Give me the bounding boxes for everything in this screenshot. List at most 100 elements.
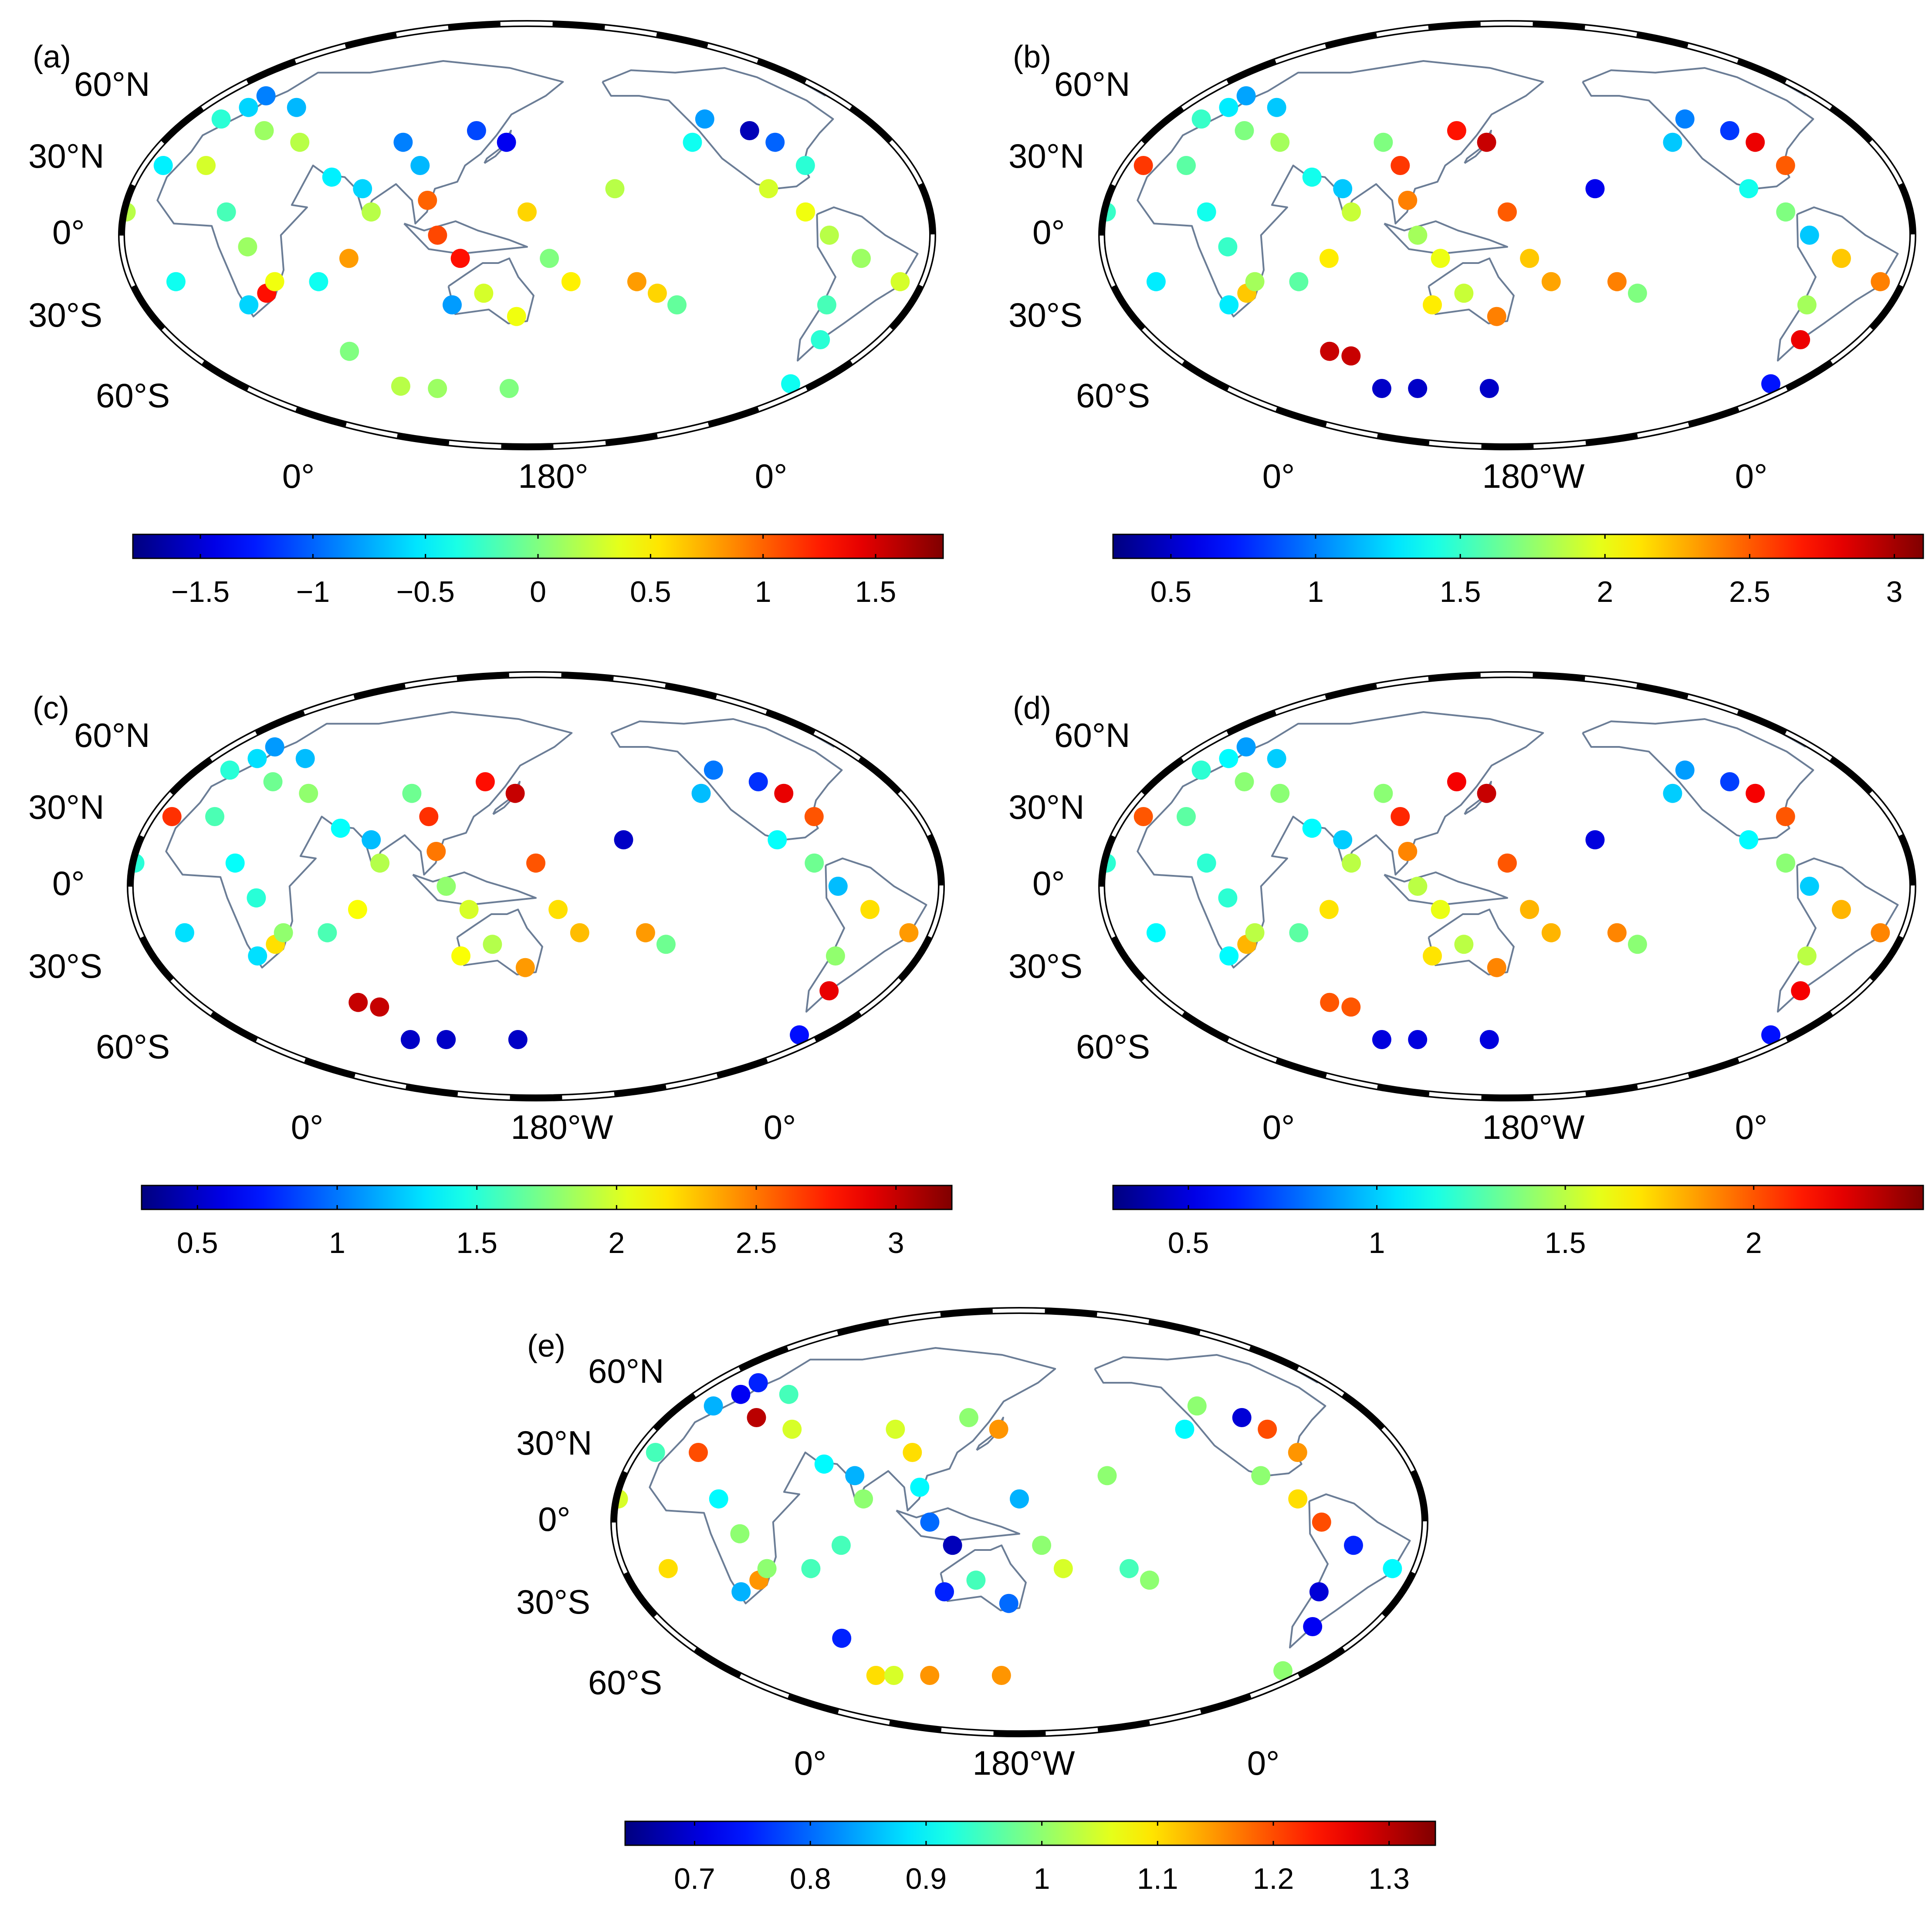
station-marker — [826, 946, 845, 966]
station-marker — [247, 749, 267, 768]
station-marker — [1219, 295, 1239, 314]
station-marker — [1739, 830, 1759, 850]
station-marker — [709, 1489, 728, 1509]
station-marker — [920, 1666, 940, 1685]
station-marker — [331, 818, 350, 838]
station-marker — [175, 923, 194, 942]
station-marker — [1218, 237, 1238, 257]
station-marker — [247, 888, 266, 908]
station-marker — [499, 379, 519, 398]
station-marker — [436, 1030, 456, 1049]
station-marker — [748, 772, 768, 791]
station-marker — [1258, 1419, 1277, 1439]
map-background — [1104, 677, 1910, 1095]
colorbar-tick-label: 2 — [1746, 1226, 1762, 1260]
station-marker — [1267, 98, 1286, 117]
station-marker — [166, 272, 186, 291]
station-marker — [1232, 1408, 1252, 1427]
lat-label-0: 0° — [52, 864, 85, 902]
colorbar-tick-label: 0.9 — [906, 1862, 947, 1895]
station-marker — [1607, 923, 1627, 942]
coastline-2 — [1777, 206, 1899, 361]
panel-label: (e) — [527, 1329, 565, 1364]
station-marker — [966, 1570, 986, 1590]
station-marker — [860, 900, 880, 919]
coastline-5 — [1464, 781, 1492, 815]
station-marker — [886, 1419, 905, 1439]
map-background — [1104, 26, 1910, 444]
coastline-3 — [1428, 908, 1515, 976]
station-marker — [1010, 1489, 1029, 1509]
coastline-2 — [805, 858, 927, 1013]
station-marker — [801, 1559, 821, 1578]
station-marker — [1791, 330, 1810, 349]
colorbar-tick-label: −1 — [296, 575, 330, 608]
coastline-3 — [456, 908, 543, 976]
station-marker — [265, 272, 284, 291]
station-marker — [1236, 86, 1256, 105]
station-marker — [1344, 1536, 1363, 1555]
colorbar-tick-label: 1.3 — [1368, 1862, 1410, 1895]
station-marker — [1372, 1030, 1391, 1049]
map-frame-dash — [1100, 672, 1915, 1100]
station-marker — [451, 946, 470, 966]
lat-label-60s: 60°S — [96, 376, 170, 415]
station-marker — [475, 772, 495, 791]
station-marker — [1423, 295, 1442, 314]
station-marker — [781, 374, 800, 394]
lat-label-60s: 60°S — [1076, 1027, 1150, 1066]
panel-a: (a) 60°N 30°N 0° 30°S 60°S 0° 180° 0° −1… — [28, 20, 944, 608]
station-marker — [1133, 807, 1153, 826]
station-marker — [295, 749, 315, 768]
station-marker — [318, 923, 337, 942]
station-marker — [1454, 935, 1474, 954]
colorbar-tick-label: 2 — [608, 1226, 625, 1260]
colorbar-tick-label: −1.5 — [171, 575, 230, 608]
colorbar: −1.5 −1 −0.5 0 0.5 1 1.5 — [132, 534, 944, 608]
station-marker — [1871, 923, 1890, 942]
station-marker — [1408, 1030, 1428, 1049]
station-marker — [220, 760, 240, 780]
station-marker — [1032, 1536, 1052, 1555]
station-marker — [704, 1396, 723, 1416]
station-marker — [274, 923, 293, 942]
station-marker — [1663, 132, 1682, 152]
station-marker — [1289, 923, 1309, 942]
station-marker — [667, 295, 687, 314]
station-marker — [1273, 1661, 1293, 1681]
lat-label-30n: 30°N — [1008, 137, 1084, 175]
station-marker — [1288, 1489, 1308, 1509]
station-marker — [1374, 132, 1393, 152]
station-marker — [239, 295, 259, 314]
station-marker — [1797, 946, 1817, 966]
lon-label-center: 180°W — [511, 1108, 613, 1146]
station-marker — [467, 121, 486, 140]
lat-label-0: 0° — [52, 213, 85, 251]
station-marker — [508, 1030, 528, 1049]
station-marker — [348, 900, 367, 919]
station-marker — [418, 191, 437, 210]
station-marker — [920, 1513, 940, 1532]
station-marker — [1487, 307, 1506, 326]
station-marker — [1191, 109, 1211, 129]
station-marker — [890, 272, 910, 291]
station-marker — [817, 295, 836, 314]
panel-d: (d) 60°N 30°N 0° 30°S 60°S 0° 180°W 0° 0… — [1008, 671, 1924, 1260]
station-marker — [1197, 202, 1216, 222]
station-marker — [748, 1373, 768, 1392]
station-marker — [443, 295, 462, 314]
station-marker — [1423, 946, 1442, 966]
station-marker — [238, 237, 257, 257]
lat-label-30n: 30°N — [516, 1424, 592, 1462]
station-marker — [1477, 783, 1496, 803]
station-marker — [1487, 958, 1506, 977]
station-marker — [1520, 900, 1540, 919]
station-marker — [322, 167, 342, 187]
station-marker — [1219, 946, 1239, 966]
colorbar-tick-label: 0 — [530, 575, 546, 608]
colorbar-tick-label: 1.2 — [1253, 1862, 1294, 1895]
station-marker — [518, 202, 537, 222]
station-marker — [459, 900, 479, 919]
station-marker — [1319, 249, 1339, 268]
